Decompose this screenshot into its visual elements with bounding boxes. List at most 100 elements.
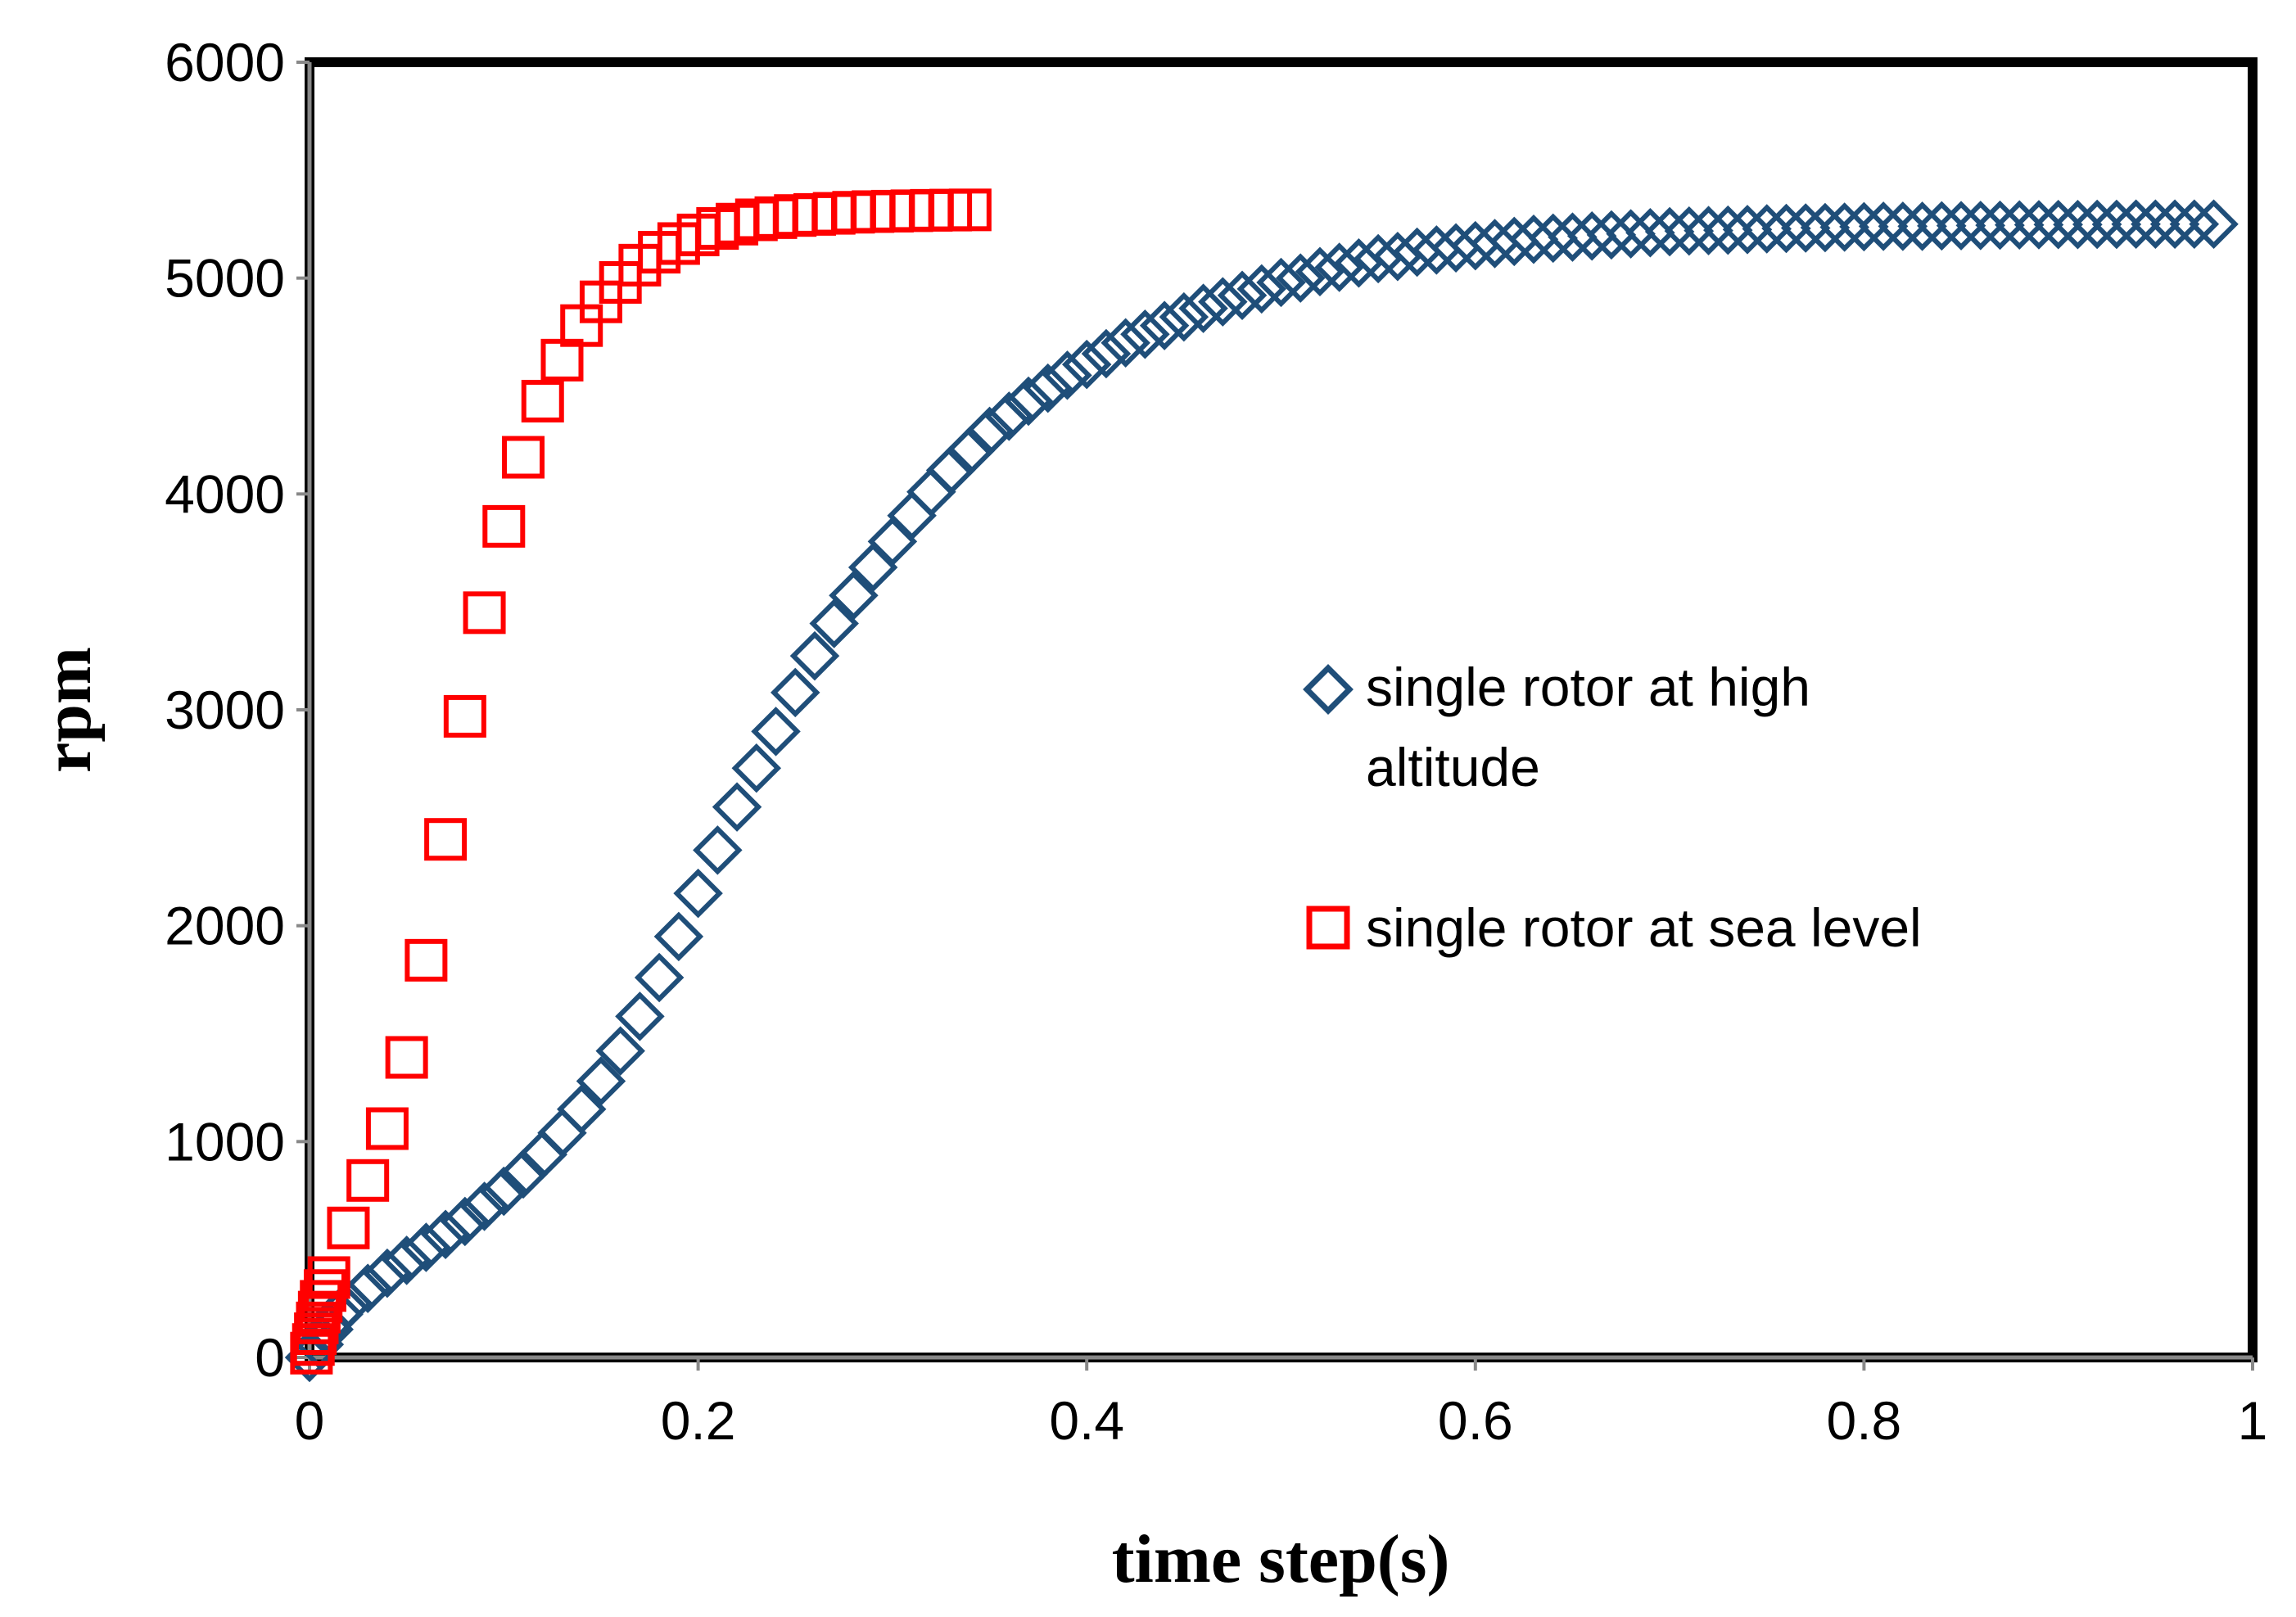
data-point-diamond bbox=[1703, 205, 1753, 255]
data-point-diamond bbox=[1936, 201, 1986, 251]
data-point-square bbox=[443, 694, 486, 738]
data-point-diamond bbox=[1314, 242, 1364, 292]
series-sea-level bbox=[290, 188, 992, 1375]
data-point-diamond bbox=[2014, 200, 2064, 250]
data-point-diamond bbox=[1858, 201, 1909, 251]
data-point-square bbox=[307, 1256, 350, 1299]
data-point-square bbox=[405, 938, 448, 982]
legend-label-high-altitude-line1: single rotor at high bbox=[1366, 657, 1810, 717]
x-axis-ticks bbox=[308, 1357, 2254, 1371]
data-point-diamond bbox=[1392, 227, 1442, 278]
data-point-diamond bbox=[1023, 363, 1073, 413]
data-point-diamond bbox=[1742, 204, 1792, 254]
data-point-diamond bbox=[498, 1149, 549, 1199]
data-point-square bbox=[521, 379, 564, 422]
data-point-diamond bbox=[771, 667, 820, 718]
data-point-diamond bbox=[1528, 213, 1578, 264]
x-tick-label: 1 bbox=[2238, 1390, 2268, 1451]
data-point-diamond bbox=[2131, 199, 2181, 249]
y-axis-ticks bbox=[296, 61, 310, 1359]
y-tick-label: 5000 bbox=[165, 248, 285, 309]
data-point-diamond bbox=[1586, 210, 1637, 260]
data-point-square bbox=[482, 504, 526, 548]
data-point-diamond bbox=[1975, 200, 2025, 251]
data-point-diamond bbox=[1606, 209, 1656, 259]
data-point-diamond bbox=[945, 426, 996, 476]
data-point-diamond bbox=[1470, 219, 1520, 269]
data-point-diamond bbox=[1780, 203, 1831, 253]
data-point-diamond bbox=[1508, 214, 1559, 264]
data-point-diamond bbox=[1644, 206, 1695, 257]
y-tick-label: 0 bbox=[255, 1327, 285, 1388]
data-series bbox=[284, 188, 2239, 1383]
data-point-diamond bbox=[1625, 208, 1675, 258]
x-tick-label: 0.8 bbox=[1827, 1390, 1902, 1451]
data-point-diamond bbox=[2149, 199, 2200, 249]
y-tick-label: 2000 bbox=[165, 896, 285, 956]
data-point-diamond bbox=[342, 1263, 393, 1313]
data-point-diamond bbox=[751, 707, 801, 757]
series-high-altitude bbox=[284, 199, 2239, 1383]
legend-label-sea-level: single rotor at sea level bbox=[1366, 897, 1922, 958]
legend-marker-high-altitude bbox=[1303, 664, 1354, 715]
data-point-square bbox=[300, 1280, 343, 1323]
data-point-diamond bbox=[595, 1026, 645, 1076]
x-tick-label: 0.4 bbox=[1049, 1390, 1124, 1451]
data-point-square bbox=[424, 818, 468, 861]
data-point-diamond bbox=[1994, 200, 2045, 251]
data-point-diamond bbox=[1139, 300, 1190, 350]
data-point-diamond bbox=[1159, 291, 1209, 342]
y-tick-label: 6000 bbox=[165, 32, 285, 93]
data-point-diamond bbox=[1372, 232, 1423, 282]
data-point-diamond bbox=[809, 598, 859, 648]
data-point-diamond bbox=[1722, 205, 1773, 255]
data-point-diamond bbox=[1178, 283, 1228, 333]
data-point-diamond bbox=[362, 1248, 413, 1299]
data-point-diamond bbox=[479, 1166, 529, 1217]
data-point-diamond bbox=[653, 911, 704, 962]
data-point-diamond bbox=[459, 1181, 509, 1231]
data-point-diamond bbox=[1275, 253, 1326, 303]
data-point-diamond bbox=[615, 991, 665, 1041]
data-point-diamond bbox=[984, 391, 1034, 441]
data-point-diamond bbox=[829, 571, 879, 621]
y-tick-label: 4000 bbox=[165, 463, 285, 524]
data-point-diamond bbox=[1761, 203, 1811, 254]
data-point-diamond bbox=[1101, 318, 1150, 368]
y-axis-tick-labels: 0 1000 2000 3000 4000 5000 6000 bbox=[165, 32, 285, 1388]
data-point-square bbox=[385, 1036, 428, 1079]
data-point-diamond bbox=[789, 630, 840, 681]
plot-area bbox=[305, 57, 2258, 1362]
data-point-diamond bbox=[1800, 202, 1851, 253]
data-point-diamond bbox=[965, 406, 1015, 457]
data-point-diamond bbox=[1412, 225, 1462, 275]
data-point-diamond bbox=[1430, 223, 1481, 273]
data-point-square bbox=[948, 188, 992, 232]
data-point-diamond bbox=[712, 782, 762, 832]
data-point-diamond bbox=[1120, 309, 1170, 359]
data-point-diamond bbox=[731, 743, 782, 793]
x-axis-tick-labels: 0 0.2 0.4 0.6 0.8 1 bbox=[295, 1390, 2268, 1451]
data-point-diamond bbox=[2091, 199, 2142, 250]
data-point-diamond bbox=[1955, 201, 2006, 251]
data-point-diamond bbox=[2072, 199, 2122, 250]
data-point-square bbox=[463, 591, 506, 635]
data-point-diamond bbox=[1566, 211, 1617, 261]
data-point-diamond bbox=[382, 1235, 432, 1285]
data-point-diamond bbox=[2189, 199, 2239, 249]
data-point-square bbox=[502, 436, 545, 479]
data-point-diamond bbox=[1042, 350, 1092, 400]
legend-label-high-altitude-line2: altitude bbox=[1366, 737, 1540, 797]
data-point-diamond bbox=[420, 1209, 471, 1259]
x-tick-label: 0.6 bbox=[1438, 1390, 1513, 1451]
data-point-diamond bbox=[1334, 237, 1384, 288]
data-point-diamond bbox=[1217, 270, 1268, 321]
x-axis-title: time step(s) bbox=[1112, 1521, 1450, 1597]
data-point-diamond bbox=[1489, 216, 1539, 267]
legend: single rotor at high altitude single rot… bbox=[1303, 657, 1922, 958]
data-point-diamond bbox=[556, 1084, 607, 1135]
x-tick-label: 0 bbox=[295, 1390, 325, 1451]
data-point-diamond bbox=[1061, 339, 1112, 390]
data-point-diamond bbox=[2111, 199, 2161, 249]
y-tick-label: 3000 bbox=[165, 680, 285, 740]
